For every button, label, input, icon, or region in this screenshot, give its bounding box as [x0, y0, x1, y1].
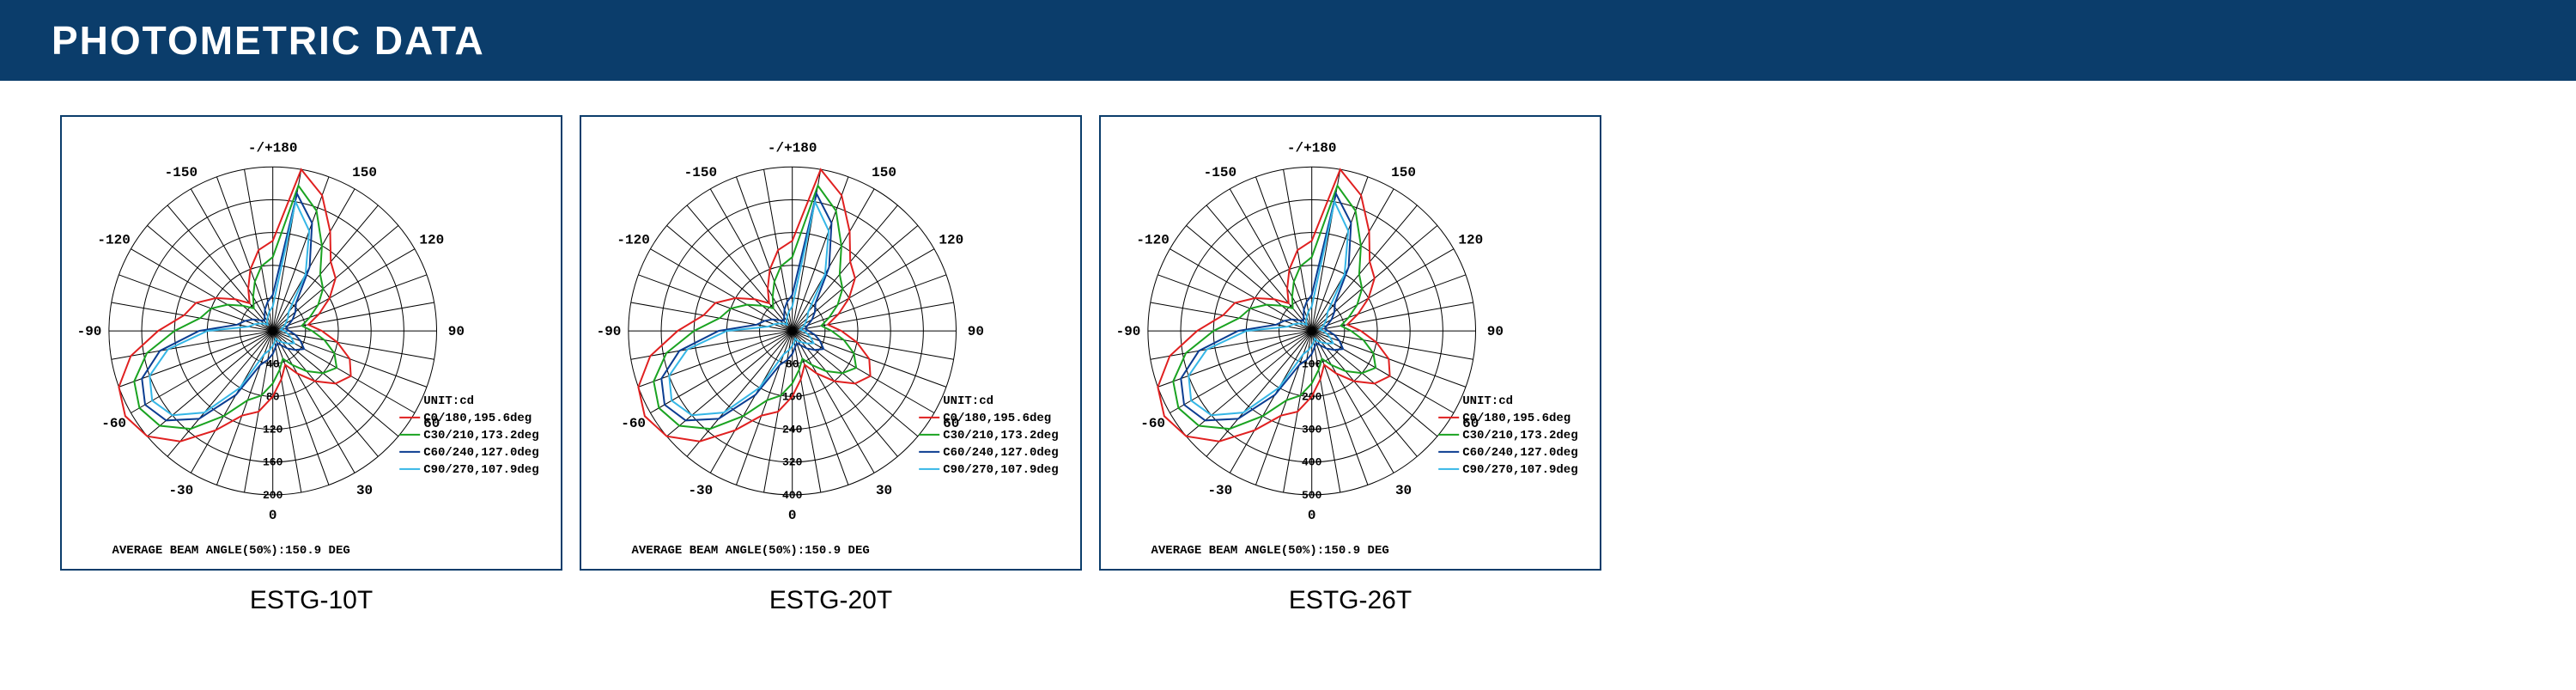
svg-text:C90/270,107.9deg: C90/270,107.9deg — [1462, 463, 1577, 477]
svg-text:0: 0 — [1308, 508, 1316, 523]
polar-chart: 1501209060300-30-60-90-120-150-/+1804080… — [60, 115, 562, 571]
svg-text:-150: -150 — [684, 165, 717, 180]
svg-text:90: 90 — [968, 324, 984, 339]
svg-text:UNIT:cd: UNIT:cd — [1462, 394, 1513, 408]
svg-text:90: 90 — [1487, 324, 1504, 339]
svg-text:0: 0 — [788, 508, 797, 523]
svg-text:120: 120 — [1458, 232, 1483, 247]
svg-text:UNIT:cd: UNIT:cd — [943, 394, 993, 408]
chart-caption: ESTG-10T — [250, 586, 373, 615]
svg-text:30: 30 — [876, 483, 892, 498]
svg-text:C60/240,127.0deg: C60/240,127.0deg — [1462, 446, 1577, 460]
svg-text:AVERAGE BEAM ANGLE(50%):150.9: AVERAGE BEAM ANGLE(50%):150.9 DEG — [112, 544, 350, 558]
svg-text:0: 0 — [269, 508, 277, 523]
svg-text:120: 120 — [939, 232, 963, 247]
svg-text:120: 120 — [263, 424, 283, 437]
svg-text:-/+180: -/+180 — [1287, 140, 1337, 156]
svg-text:-60: -60 — [1140, 416, 1165, 431]
svg-text:C0/180,195.6deg: C0/180,195.6deg — [943, 412, 1051, 425]
chart-cell: 1501209060300-30-60-90-120-150-/+1804080… — [60, 115, 562, 615]
polar-chart: 1501209060300-30-60-90-120-150-/+1808016… — [580, 115, 1082, 571]
svg-text:-90: -90 — [77, 324, 102, 339]
svg-text:160: 160 — [263, 456, 283, 469]
svg-text:-60: -60 — [621, 416, 646, 431]
page-title: PHOTOMETRIC DATA — [52, 17, 2524, 64]
svg-text:120: 120 — [419, 232, 444, 247]
chart-cell: 1501209060300-30-60-90-120-150-/+1801002… — [1099, 115, 1601, 615]
svg-text:-/+180: -/+180 — [248, 140, 298, 156]
svg-text:150: 150 — [352, 165, 377, 180]
svg-text:-90: -90 — [1116, 324, 1141, 339]
chart-caption: ESTG-26T — [1289, 586, 1412, 615]
svg-text:30: 30 — [356, 483, 373, 498]
svg-text:400: 400 — [1302, 456, 1322, 469]
svg-text:150: 150 — [872, 165, 896, 180]
svg-text:C60/240,127.0deg: C60/240,127.0deg — [943, 446, 1058, 460]
svg-text:C0/180,195.6deg: C0/180,195.6deg — [1462, 412, 1571, 425]
svg-text:-150: -150 — [1204, 165, 1236, 180]
svg-text:200: 200 — [263, 489, 283, 502]
chart-cell: 1501209060300-30-60-90-120-150-/+1808016… — [580, 115, 1082, 615]
chart-caption: ESTG-20T — [769, 586, 892, 615]
svg-text:-60: -60 — [101, 416, 126, 431]
svg-text:90: 90 — [448, 324, 465, 339]
svg-text:500: 500 — [1302, 489, 1322, 502]
svg-text:30: 30 — [1395, 483, 1412, 498]
svg-text:300: 300 — [1302, 424, 1322, 437]
svg-text:C30/210,173.2deg: C30/210,173.2deg — [1462, 429, 1577, 443]
svg-text:-150: -150 — [165, 165, 197, 180]
svg-text:-30: -30 — [688, 483, 713, 498]
svg-text:UNIT:cd: UNIT:cd — [423, 394, 474, 408]
svg-text:-120: -120 — [97, 232, 130, 247]
svg-text:-30: -30 — [1207, 483, 1232, 498]
svg-text:400: 400 — [782, 489, 803, 502]
svg-text:-120: -120 — [1136, 232, 1169, 247]
svg-text:-30: -30 — [168, 483, 193, 498]
svg-text:C90/270,107.9deg: C90/270,107.9deg — [423, 463, 538, 477]
svg-text:320: 320 — [782, 456, 803, 469]
polar-chart: 1501209060300-30-60-90-120-150-/+1801002… — [1099, 115, 1601, 571]
svg-text:AVERAGE BEAM ANGLE(50%):150.9: AVERAGE BEAM ANGLE(50%):150.9 DEG — [1151, 544, 1389, 558]
svg-text:-90: -90 — [597, 324, 622, 339]
svg-text:-/+180: -/+180 — [768, 140, 817, 156]
svg-text:C0/180,195.6deg: C0/180,195.6deg — [423, 412, 532, 425]
svg-text:-120: -120 — [617, 232, 649, 247]
svg-text:C90/270,107.9deg: C90/270,107.9deg — [943, 463, 1058, 477]
charts-row: 1501209060300-30-60-90-120-150-/+1804080… — [0, 81, 2576, 624]
svg-text:150: 150 — [1391, 165, 1416, 180]
svg-text:C60/240,127.0deg: C60/240,127.0deg — [423, 446, 538, 460]
svg-text:C30/210,173.2deg: C30/210,173.2deg — [943, 429, 1058, 443]
svg-text:240: 240 — [782, 424, 803, 437]
svg-text:AVERAGE BEAM ANGLE(50%):150.9: AVERAGE BEAM ANGLE(50%):150.9 DEG — [632, 544, 870, 558]
header-bar: PHOTOMETRIC DATA — [0, 0, 2576, 81]
svg-text:C30/210,173.2deg: C30/210,173.2deg — [423, 429, 538, 443]
